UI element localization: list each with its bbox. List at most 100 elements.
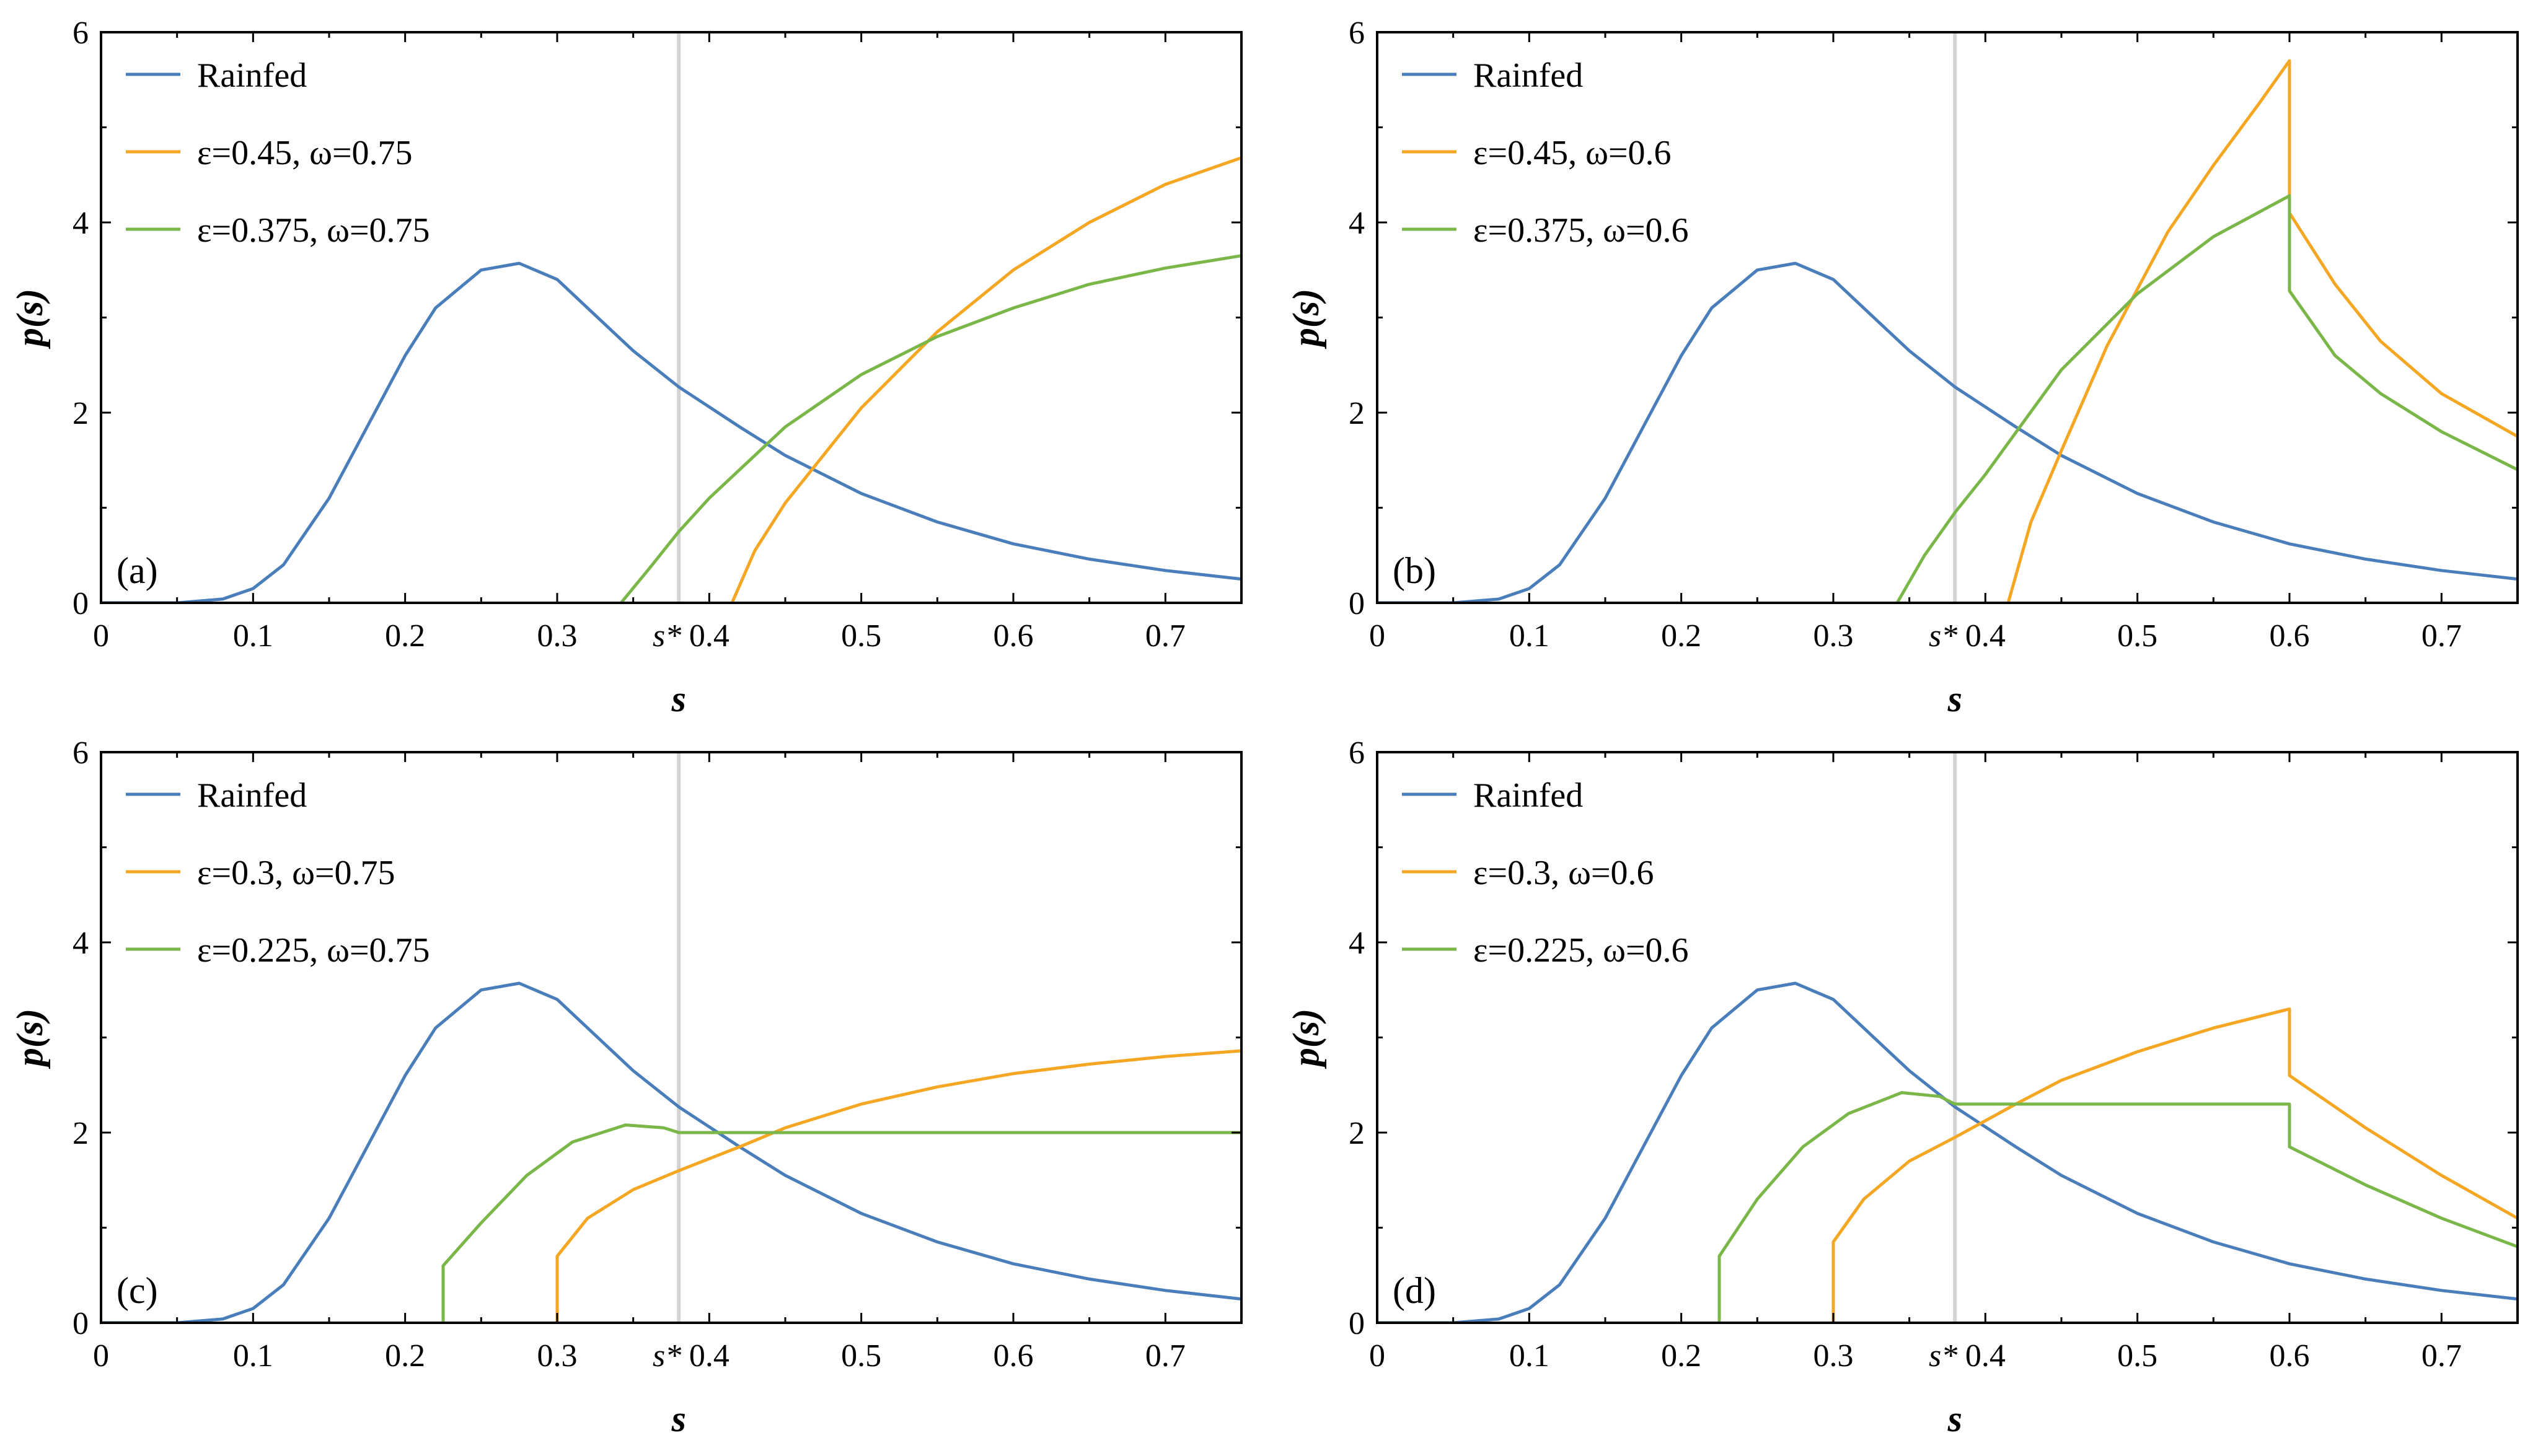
series-line-0 [1377,981,2518,1323]
x-tick-label: 0.5 [2117,1338,2157,1374]
y-axis-label: p(s) [1285,1009,1326,1069]
legend-entry-0: Rainfed [1473,56,1583,95]
y-tick-label: 6 [1349,15,1365,51]
s-star-label: s* [653,1338,681,1374]
panel-b: 0 0.1 0.2 0.3 0.4 0.5 0.6 0.7 s* 0 2 4 6 s p(s) Rainfed… [1285,15,2519,719]
x-tick-label: 0.1 [233,618,273,654]
x-tick-label: 0.7 [1145,618,1186,654]
x-tick-label: 0.6 [2270,1338,2310,1374]
series-group [101,156,1241,603]
y-tick-label: 0 [1349,1306,1365,1341]
legend-entry-2: ε=0.375, ω=0.6 [1473,211,1689,250]
x-tick-label: 0.6 [994,618,1034,654]
x-tick-label: 0 [1369,1338,1385,1374]
plot-frame [1376,31,2519,604]
x-tick-label: 0.5 [841,1338,881,1374]
plot-frame [100,31,1243,604]
x-tick-label: 0.2 [385,1338,425,1374]
panel-label: (d) [1393,1270,1436,1311]
y-tick-label: 4 [73,206,89,241]
series-line-1 [2006,59,2518,603]
x-tick-label: 0.5 [841,618,881,654]
x-tick-label: 0.2 [385,618,425,654]
y-tick-label: 6 [1349,735,1365,771]
series-line-1 [555,1049,1241,1323]
y-tick-label: 2 [1349,396,1365,431]
x-axis-label: s [1947,678,1962,719]
x-tick-label: 0.4 [689,1338,729,1374]
y-tick-label: 2 [1349,1116,1365,1151]
x-tick-label: 0.1 [1509,618,1549,654]
x-tick-label: 0.4 [689,618,729,654]
y-tick-label: 0 [73,1306,89,1341]
legend-entry-2: ε=0.225, ω=0.75 [197,931,430,970]
s-star-label: s* [653,618,681,654]
legend-entry-1: ε=0.45, ω=0.6 [1473,134,1672,172]
y-axis-label: p(s) [9,289,50,349]
x-tick-label: 0.1 [233,1338,273,1374]
y-axis-label: p(s) [1285,289,1326,349]
panel-a: 0 0.1 0.2 0.3 0.4 0.5 0.6 0.7 s* 0 2 4 6 s p(s) Rainfed… [9,15,1243,719]
legend-entry-0: Rainfed [197,56,307,95]
y-tick-label: 0 [73,586,89,621]
y-tick-label: 4 [1349,206,1365,241]
x-tick-label: 0.3 [1813,618,1854,654]
series-line-0 [1377,261,2518,603]
x-tick-label: 0.7 [1145,1338,1186,1374]
legend-entry-1: ε=0.3, ω=0.75 [197,854,395,892]
panel-label: (b) [1393,550,1436,591]
series-line-1 [730,156,1241,603]
series-line-2 [619,254,1241,603]
y-axis-label: p(s) [9,1009,50,1069]
y-tick-label: 0 [1349,586,1365,621]
series-group [101,981,1241,1323]
series-line-2 [1895,194,2518,603]
legend-entry-1: ε=0.45, ω=0.75 [197,134,413,172]
panel-c: 0 0.1 0.2 0.3 0.4 0.5 0.6 0.7 s* 0 2 4 6 s p(s) Rainfed… [9,735,1243,1439]
x-tick-label: 0.3 [537,1338,578,1374]
series-line-0 [101,981,1241,1323]
x-tick-label: 0.3 [1813,1338,1854,1374]
x-axis-label: s [671,678,686,719]
panel-d: 0 0.1 0.2 0.3 0.4 0.5 0.6 0.7 s* 0 2 4 6 s p(s) Rainfed… [1285,735,2519,1439]
legend-entry-0: Rainfed [1473,776,1583,815]
x-tick-label: 0 [93,1338,109,1374]
y-tick-label: 6 [73,735,89,771]
y-tick-label: 2 [73,1116,89,1151]
x-tick-label: 0.2 [1661,618,1701,654]
series-line-2 [441,1123,1241,1323]
legend-entry-0: Rainfed [197,776,307,815]
x-tick-label: 0.2 [1661,1338,1701,1374]
plot-frame [100,751,1243,1324]
x-tick-label: 0.4 [1965,618,2006,654]
series-line-1 [1831,1007,2518,1323]
series-line-0 [101,261,1241,603]
x-tick-label: 0.3 [537,618,578,654]
x-axis-label: s [671,1398,686,1439]
legend-entry-2: ε=0.225, ω=0.6 [1473,931,1689,970]
series-group [1377,59,2518,603]
legend-entry-2: ε=0.375, ω=0.75 [197,211,430,250]
legend-entry-1: ε=0.3, ω=0.6 [1473,854,1654,892]
series-group [1377,981,2518,1323]
panel-label: (a) [117,550,158,591]
x-tick-label: 0.6 [2270,618,2310,654]
x-axis-label: s [1947,1398,1962,1439]
series-line-2 [1717,1091,2518,1323]
y-tick-label: 4 [1349,926,1365,961]
x-tick-label: 0.7 [2421,1338,2462,1374]
x-tick-label: 0.5 [2117,618,2157,654]
panel-label: (c) [117,1270,158,1311]
s-star-label: s* [1929,618,1957,654]
x-tick-label: 0 [93,618,109,654]
plot-frame [1376,751,2519,1324]
x-tick-label: 0.6 [994,1338,1034,1374]
x-tick-label: 0.7 [2421,618,2462,654]
s-star-label: s* [1929,1338,1957,1374]
y-tick-label: 6 [73,15,89,51]
x-tick-label: 0 [1369,618,1385,654]
y-tick-label: 2 [73,396,89,431]
y-tick-label: 4 [73,926,89,961]
x-tick-label: 0.1 [1509,1338,1549,1374]
